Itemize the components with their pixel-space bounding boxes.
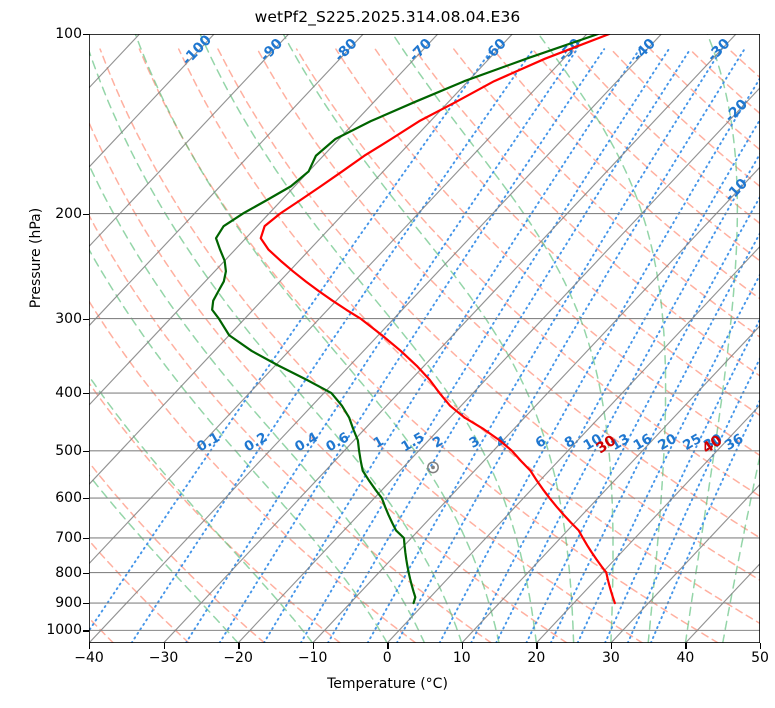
y-tick-label: 400	[55, 385, 82, 402]
x-tick-label: 50	[751, 650, 769, 666]
y-tick-mark	[83, 603, 89, 605]
x-tick-mark	[163, 643, 165, 649]
x-tick-mark	[760, 643, 762, 649]
y-tick-label: 900	[55, 595, 82, 612]
lcl-marker-ring	[427, 461, 439, 474]
x-tick-label: 0	[382, 650, 392, 666]
y-tick-label: 1000	[46, 622, 82, 639]
x-tick-mark	[610, 643, 613, 649]
x-tick-mark	[387, 643, 389, 649]
x-tick-mark	[461, 643, 464, 649]
sounding-temperature-line	[259, 34, 616, 605]
x-tick-label: 10	[452, 650, 471, 666]
moist-adiabats-group	[89, 34, 760, 643]
skewt-canvas: -100 -90 -80 -70 -60 -50 -40 -30-20-100.1 0.2 0.4…	[89, 34, 760, 643]
x-tick-label: −20	[223, 650, 253, 666]
x-tick-label: 30	[601, 650, 620, 666]
y-tick-mark	[83, 572, 89, 574]
x-tick-label: 20	[527, 650, 546, 666]
isotherms-group	[89, 34, 760, 643]
y-tick-mark	[83, 630, 89, 632]
x-axis-label: Temperature (°C)	[327, 676, 448, 692]
x-axis-ticks: −40 −30 −20 −10 0 10 20 30 40 50	[0, 643, 775, 680]
lcl-marker-group	[427, 461, 439, 474]
x-tick-label: −10	[297, 650, 328, 666]
y-tick-label: 600	[55, 490, 82, 507]
y-tick-mark	[83, 318, 89, 320]
dry-adiabats-group	[89, 48, 760, 643]
y-tick-label: 700	[55, 529, 82, 546]
y-tick-mark	[83, 450, 89, 453]
sounding-series-group	[211, 34, 616, 605]
x-tick-label: −30	[148, 650, 179, 666]
chart-title: wetPf2_S225.2025.314.08.04.E36	[254, 8, 521, 26]
y-tick-mark	[83, 34, 89, 36]
plot-background	[89, 34, 760, 643]
sounding-dewpoint-line	[211, 34, 600, 605]
y-tick-label: 800	[55, 564, 82, 581]
x-tick-mark	[536, 643, 538, 649]
y-tick-label: 100	[55, 26, 82, 42]
x-tick-label: 40	[676, 650, 695, 666]
x-tick-mark	[312, 643, 315, 649]
x-tick-label: −40	[74, 650, 104, 666]
y-tick-mark	[83, 393, 89, 395]
pressure-gridlines-group	[89, 34, 760, 631]
lcl-marker-dot	[431, 465, 435, 470]
plot-area: -100 -90 -80 -70 -60 -50 -40 -30 -20 -10 0.1 0.2 0.4…	[89, 34, 760, 643]
x-tick-mark	[238, 643, 240, 649]
y-tick-mark	[83, 537, 89, 540]
x-tick-mark	[685, 643, 687, 649]
x-tick-mark	[89, 643, 91, 649]
y-tick-label: 500	[55, 442, 82, 459]
y-tick-label: 300	[55, 310, 82, 327]
y-tick-label: 200	[55, 205, 82, 222]
y-tick-mark	[83, 498, 89, 500]
y-axis-ticks: 100 200 300 400 500 600 700 800 900 1000	[12, 0, 89, 708]
y-tick-mark	[83, 213, 89, 215]
